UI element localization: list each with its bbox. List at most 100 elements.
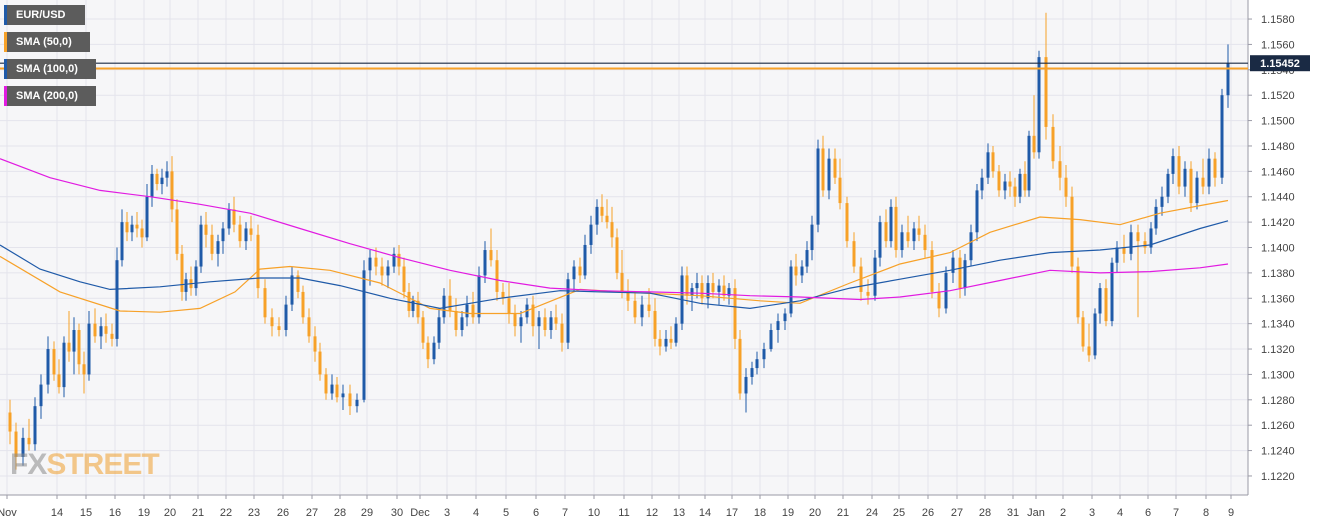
candle-body [313, 336, 317, 352]
candle-body [783, 313, 787, 322]
candle-body [1070, 196, 1074, 267]
candle-body [1018, 173, 1022, 197]
x-tick-label: 28 [334, 507, 346, 519]
candle-body [21, 437, 25, 457]
x-tick-label: 21 [837, 507, 849, 519]
candle-body [852, 241, 856, 267]
candle-body [1104, 288, 1108, 322]
x-tick-label: 18 [754, 507, 766, 519]
candle-body [27, 437, 31, 445]
candle-body [727, 288, 731, 296]
candle-body [204, 224, 208, 235]
candle-body [1044, 57, 1048, 127]
y-tick-label: 1.1260 [1261, 420, 1295, 432]
legend-item-sma50[interactable]: SMA (50,0) [4, 32, 90, 52]
legend-item-eurusd[interactable]: EUR/USD [4, 5, 85, 25]
x-tick-label: 23 [248, 507, 260, 519]
x-tick-label: 24 [866, 507, 878, 519]
candle-body [407, 291, 411, 311]
candle-body [33, 406, 37, 445]
candle-body [690, 288, 694, 296]
candle-body [1058, 161, 1062, 178]
candle-body [1166, 173, 1170, 197]
candle-body [963, 260, 967, 289]
candle-body [866, 291, 870, 296]
x-tick-label: 3 [444, 507, 450, 519]
candle-body [1115, 247, 1119, 263]
candle-body [130, 224, 134, 233]
y-tick-label: 1.1440 [1261, 192, 1295, 204]
x-tick-label: Nov [0, 507, 17, 519]
legend-label-sma100: SMA (100,0) [16, 63, 78, 75]
legend-item-sma100[interactable]: SMA (100,0) [4, 59, 96, 79]
candle-body [980, 177, 984, 191]
candle-body [578, 266, 582, 276]
candle-body [150, 173, 154, 197]
candle-body [833, 158, 837, 178]
sma100-line [0, 220, 1229, 310]
y-tick-label: 1.1300 [1261, 369, 1295, 381]
legend-swatch-sma50 [4, 32, 7, 52]
legend: EUR/USD SMA (50,0) SMA (100,0) SMA (200,… [4, 5, 96, 113]
candle-body [120, 222, 124, 261]
candle-body [165, 171, 169, 178]
y-tick-label: 1.1560 [1261, 39, 1295, 51]
candle-body [442, 295, 446, 318]
candle-body [633, 300, 637, 318]
candle-body [221, 228, 225, 242]
candle-body [816, 148, 820, 225]
candle-body [1177, 156, 1181, 187]
candle-body [135, 224, 139, 229]
candle-body [348, 393, 352, 407]
candle-body [640, 304, 644, 318]
candle-body [57, 374, 61, 388]
candle-body [738, 338, 742, 394]
candle-body [722, 285, 726, 296]
x-tick-label: 12 [646, 507, 658, 519]
x-tick-label: 28 [979, 507, 991, 519]
candle-body [1076, 266, 1080, 318]
y-tick-label: 1.1320 [1261, 344, 1295, 356]
candle-body [1081, 317, 1085, 347]
candle-body [1160, 196, 1164, 207]
candle-body [991, 152, 995, 172]
y-tick-label: 1.1220 [1261, 471, 1295, 483]
y-tick-label: 1.1400 [1261, 243, 1295, 255]
candle-body [335, 384, 339, 398]
candle-body [1122, 247, 1126, 254]
x-tick-label: 7 [1173, 507, 1179, 519]
candle-body [1027, 135, 1031, 191]
candle-body [923, 234, 927, 251]
x-tick-label: 6 [1145, 507, 1151, 519]
candle-body [140, 228, 144, 238]
y-tick-label: 1.1340 [1261, 319, 1295, 331]
candle-body [776, 321, 780, 330]
candle-body [386, 266, 390, 276]
legend-label-eurusd: EUR/USD [16, 9, 66, 21]
candle-body [1098, 288, 1102, 314]
candle-body [549, 317, 553, 330]
candle-body [77, 330, 81, 365]
candle-body [845, 203, 849, 242]
x-tick-label: 9 [1228, 507, 1234, 519]
candle-body [1003, 181, 1007, 191]
candle-body [483, 250, 487, 276]
legend-label-sma200: SMA (200,0) [16, 90, 78, 102]
candle-body [277, 326, 281, 330]
candle-body [507, 298, 511, 314]
candle-body [437, 317, 441, 343]
x-tick-label: 27 [306, 507, 318, 519]
x-tick-label: 19 [138, 507, 150, 519]
candle-body [160, 177, 164, 185]
candle-body [669, 338, 673, 343]
candle-body [99, 326, 103, 337]
candle-body [341, 393, 345, 398]
candle-body [368, 257, 372, 271]
candle-body [1051, 126, 1055, 162]
candle-body [495, 260, 499, 292]
legend-item-sma200[interactable]: SMA (200,0) [4, 86, 96, 106]
candle-body [700, 283, 704, 299]
candle-body [750, 368, 754, 377]
x-tick-label: 14 [51, 507, 63, 519]
candle-body [1013, 186, 1017, 197]
